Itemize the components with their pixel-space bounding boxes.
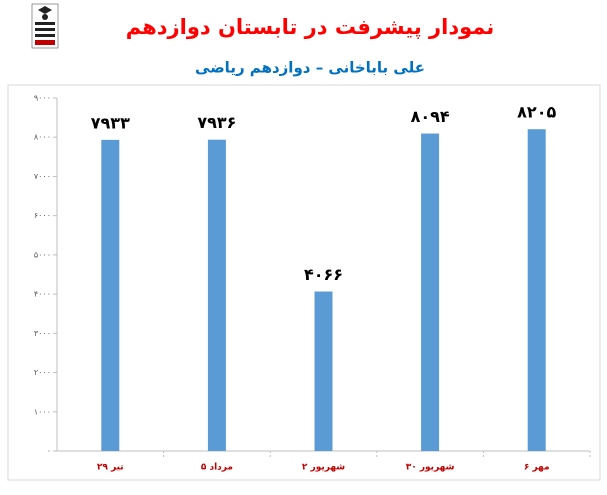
y-tick-label: ۶۰۰۰ (34, 211, 51, 220)
y-tick-label: ۹۰۰۰ (34, 94, 51, 103)
value-label: ۸۰۹۴ (411, 107, 450, 126)
value-label: ۷۹۳۳ (91, 113, 130, 132)
bar (207, 139, 226, 452)
value-label: ۷۹۳۶ (197, 113, 236, 132)
chart-subtitle: علی باباخانی – دوازدهم ریاضی (195, 59, 425, 77)
y-tick-label: ۸۰۰۰ (34, 133, 51, 142)
chart-title: نمودار پیشرفت در تابستان دوازدهم (126, 15, 495, 39)
x-tick-label: ۳۰ شهریور (406, 463, 455, 473)
bar (421, 133, 440, 451)
y-tick-label: ۱۰۰۰ (34, 407, 51, 416)
y-tick-label: ۵۰۰۰ (34, 250, 51, 259)
bar (527, 129, 546, 451)
bar (314, 291, 333, 451)
x-tick-label: ۶ مهر (524, 463, 550, 473)
y-tick-label: ۳۰۰۰ (34, 329, 51, 338)
bar (101, 139, 120, 452)
y-tick-label: ۰ (47, 447, 51, 456)
chart-border (7, 84, 601, 481)
y-tick-label: ۷۰۰۰ (34, 172, 51, 181)
value-label: ۸۲۰۵ (517, 103, 556, 122)
x-tick-label: ۲ شهریور (302, 463, 345, 473)
y-tick-label: ۴۰۰۰ (34, 290, 51, 299)
logo (31, 3, 59, 49)
y-tick-label: ۲۰۰۰ (34, 368, 51, 377)
x-tick-label: ۲۹ تیر (97, 463, 124, 473)
x-tick-label: ۵ مرداد (201, 463, 233, 473)
value-label: ۴۰۶۶ (304, 265, 343, 284)
